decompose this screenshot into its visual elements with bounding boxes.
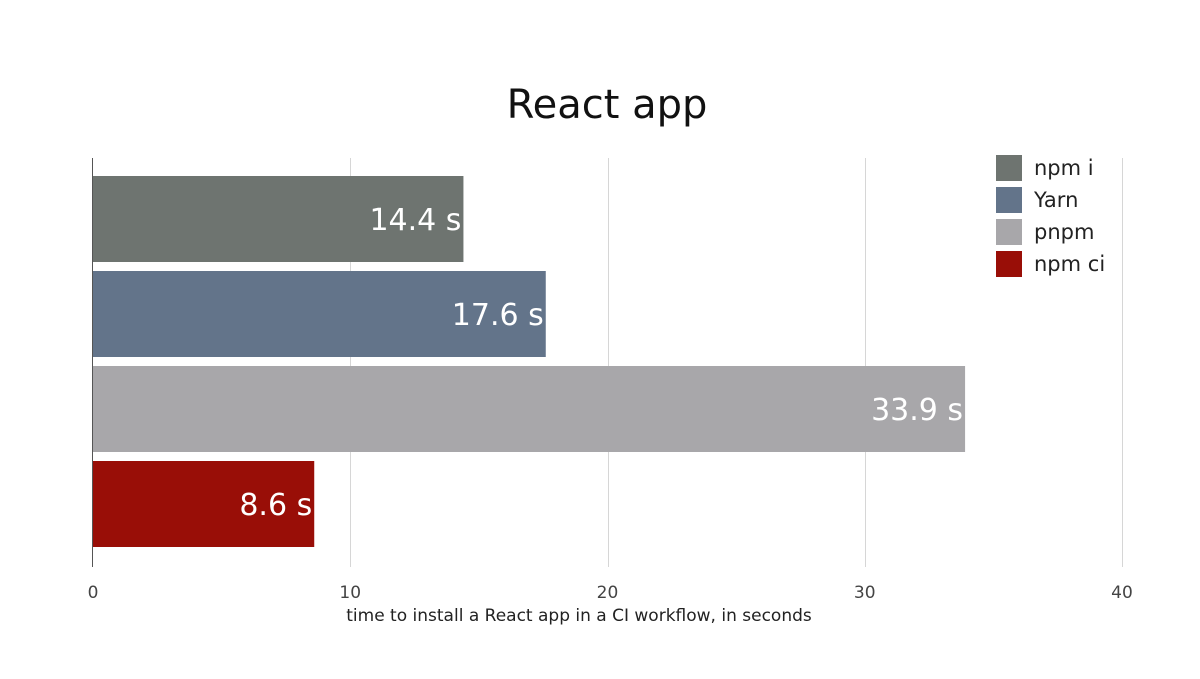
bar-yarn [93,271,546,357]
legend-swatch-yarn [996,187,1022,213]
grid-lines [350,158,1123,567]
x-axis-label: time to install a React app in a CI work… [346,606,812,626]
x-tick-label-40: 40 [1111,583,1133,603]
legend-label-npm-i: npm i [1034,156,1094,180]
legend: npm i Yarn pnpm npm ci [996,155,1105,277]
legend-label-npm-ci: npm ci [1034,252,1105,276]
bar-value-label-npm-i: 14.4 s [369,203,461,238]
bar-value-label-pnpm: 33.9 s [871,393,963,428]
legend-label-pnpm: pnpm [1034,220,1094,244]
legend-swatch-npm-ci [996,251,1022,277]
legend-swatch-npm-i [996,155,1022,181]
x-axis-ticks: 0 10 20 30 40 [88,583,1133,603]
bar-value-label-npm-ci: 8.6 s [239,488,312,523]
bar-pnpm [93,366,966,452]
x-tick-label-30: 30 [854,583,876,603]
legend-swatch-pnpm [996,219,1022,245]
x-tick-label-10: 10 [339,583,361,603]
bar-value-label-yarn: 17.6 s [452,298,544,333]
x-tick-label-20: 20 [597,583,619,603]
bars: 14.4 s 17.6 s 33.9 s 8.6 s [93,176,966,547]
chart-title: React app [507,82,708,128]
bar-npm-ci [93,461,315,547]
bar-npm-i [93,176,464,262]
x-tick-label-0: 0 [88,583,99,603]
legend-label-yarn: Yarn [1033,188,1078,212]
